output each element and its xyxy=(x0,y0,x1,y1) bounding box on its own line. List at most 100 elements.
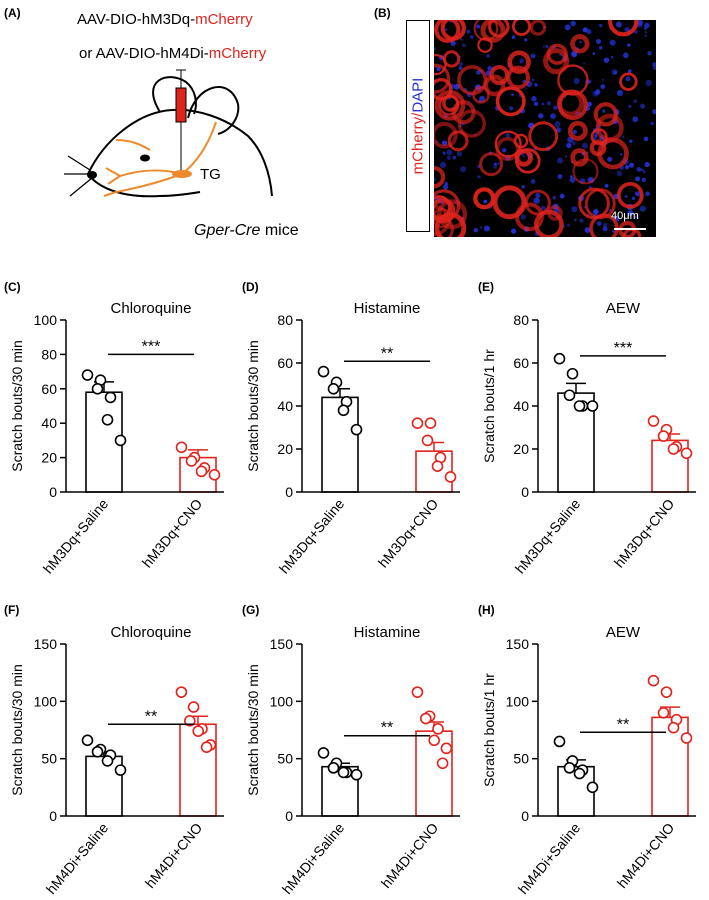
y-tick-label: 0 xyxy=(285,808,293,824)
mcherry-cell xyxy=(477,37,493,53)
mice-word: mice xyxy=(260,222,299,239)
y-tick-label: 40 xyxy=(277,398,293,414)
dapi-nucleus xyxy=(600,84,606,90)
dapi-nucleus xyxy=(522,155,525,158)
dapi-nucleus xyxy=(538,113,544,119)
dapi-nucleus xyxy=(511,35,516,39)
dapi-nucleus xyxy=(643,136,649,142)
mcherry-cell xyxy=(479,152,504,177)
dapi-nucleus xyxy=(434,46,437,51)
dapi-nucleus xyxy=(571,206,578,213)
dapi-nucleus xyxy=(554,121,561,128)
dapi-nucleus xyxy=(570,20,576,27)
y-tick-label: 80 xyxy=(277,312,293,328)
dapi-nucleus xyxy=(622,52,629,59)
dapi-nucleus xyxy=(479,95,486,102)
dapi-nucleus xyxy=(592,52,596,55)
mcherry-cell xyxy=(495,86,526,117)
virus-line-1: AAV-DIO-hM3Dq-mCherry xyxy=(77,11,253,28)
chart-2: (E) AEW 0 20 40 60 80 Scratch bouts/1 hr hM3Dq+S… xyxy=(478,280,696,576)
data-point xyxy=(350,768,363,781)
chart-title: Histamine xyxy=(354,300,421,317)
dapi-nucleus xyxy=(566,142,572,149)
virus-line-2-mcherry: mCherry xyxy=(208,45,267,62)
dapi-nucleus xyxy=(619,153,623,156)
mcherry-cell xyxy=(434,89,466,121)
dapi-nucleus xyxy=(458,66,463,70)
dapi-nucleus xyxy=(611,68,618,75)
dapi-nucleus xyxy=(456,151,463,157)
syringe-barrel xyxy=(175,87,187,123)
data-point xyxy=(573,400,586,412)
dapi-nucleus xyxy=(566,223,570,227)
dapi-nucleus xyxy=(530,53,536,59)
mcherry-cell xyxy=(529,20,547,36)
dapi-nucleus xyxy=(486,54,490,58)
data-point xyxy=(553,735,566,748)
virus-line-2: or AAV-DIO-hM4Di-mCherry xyxy=(79,45,266,62)
significance-stars: *** xyxy=(142,338,161,355)
dapi-nucleus xyxy=(611,56,614,59)
channel-label-box: mCherry/DAPI xyxy=(406,20,430,232)
data-point xyxy=(586,400,599,412)
data-point xyxy=(657,707,670,719)
y-tick-label: 50 xyxy=(41,751,57,767)
chart-title: Histamine xyxy=(354,624,421,641)
dapi-nucleus xyxy=(611,230,615,233)
data-point xyxy=(440,742,453,755)
dapi-nucleus xyxy=(627,43,631,47)
x-tick-label: hM3Dq+CNO xyxy=(139,496,206,571)
dapi-nucleus xyxy=(616,89,624,97)
data-point xyxy=(175,686,188,698)
mcherry-cell xyxy=(543,48,570,75)
dapi-nucleus xyxy=(520,214,527,220)
mcherry-cell xyxy=(434,165,446,189)
dapi-nucleus xyxy=(581,142,588,149)
y-axis-label: Scratch bouts/1 hr xyxy=(481,349,497,463)
mcherry-cell xyxy=(557,89,588,121)
dapi-nucleus xyxy=(579,40,583,44)
dapi-nucleus xyxy=(645,79,652,87)
dapi-nucleus xyxy=(636,166,642,172)
dapi-nucleus xyxy=(596,221,602,226)
bar xyxy=(415,450,453,493)
dapi-nucleus xyxy=(531,78,535,82)
data-point xyxy=(192,725,204,737)
mcherry-cell xyxy=(528,121,559,152)
data-point xyxy=(667,721,680,734)
mouse-illustration xyxy=(64,69,273,198)
dapi-nucleus xyxy=(557,174,563,180)
significance-stars: ** xyxy=(381,720,393,737)
data-point xyxy=(420,712,432,725)
dapi-nucleus xyxy=(633,30,638,34)
y-tick-label: 0 xyxy=(521,808,529,824)
dapi-nucleus xyxy=(631,196,636,201)
mcherry-cell xyxy=(557,64,589,96)
significance-stars: *** xyxy=(614,340,633,357)
mcherry-cell xyxy=(457,65,488,96)
y-tick-label: 0 xyxy=(49,808,57,824)
dapi-nucleus xyxy=(625,165,630,170)
dapi-nucleus xyxy=(505,133,511,138)
mcherry-cell xyxy=(511,20,531,36)
dapi-nucleus xyxy=(550,113,556,120)
dapi-nucleus xyxy=(595,39,601,44)
significance-stars: ** xyxy=(381,345,393,362)
mcherry-cell xyxy=(438,94,460,116)
mcherry-cell xyxy=(514,148,533,167)
dapi-nucleus xyxy=(569,176,576,183)
data-point xyxy=(327,762,340,774)
y-axis-label: Scratch bouts/1 hr xyxy=(481,673,497,787)
mcherry-cell xyxy=(483,74,506,97)
data-point xyxy=(680,732,693,744)
dapi-nucleus xyxy=(641,177,646,183)
dapi-nucleus xyxy=(582,27,588,33)
dapi-nucleus xyxy=(634,191,640,197)
y-tick-label: 40 xyxy=(41,415,57,431)
y-axis-label: Scratch bouts/30 min xyxy=(245,664,261,796)
dapi-nucleus xyxy=(584,227,591,233)
mcherry-cell xyxy=(434,208,452,228)
dapi-nucleus xyxy=(524,38,528,42)
dapi-nucleus xyxy=(511,93,515,97)
dapi-nucleus xyxy=(442,151,446,155)
